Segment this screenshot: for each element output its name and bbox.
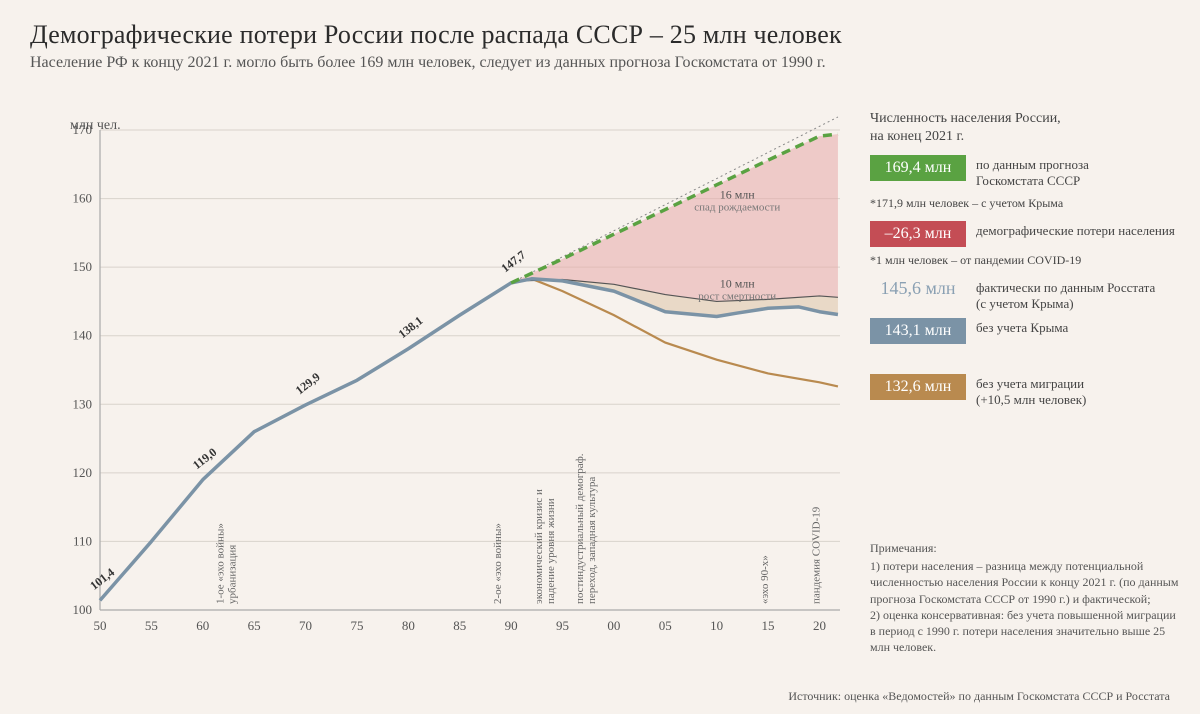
- note-1: 1) потери населения – разница между поте…: [870, 558, 1180, 607]
- legend-note: *171,9 млн человек – с учетом Крыма: [870, 196, 1180, 211]
- svg-text:экономический кризис и: экономический кризис и: [533, 489, 545, 604]
- svg-text:140: 140: [73, 328, 93, 343]
- legend-desc: по данным прогнозаГоскомстата СССР: [976, 155, 1089, 190]
- legend-row: 169,4 млн по данным прогнозаГоскомстата С…: [870, 155, 1180, 190]
- legend-row: 145,6 млн фактически по данным Росстата(с…: [870, 278, 1180, 313]
- legend-badge: 143,1 млн: [870, 318, 966, 344]
- svg-text:переход, западная культура: переход, западная культура: [586, 477, 598, 604]
- svg-text:138,1: 138,1: [396, 313, 426, 341]
- legend-value: 145,6 млн: [870, 278, 966, 299]
- svg-text:55: 55: [145, 618, 158, 633]
- svg-text:147,7: 147,7: [498, 248, 528, 276]
- notes-block: Примечания: 1) потери населения – разниц…: [870, 540, 1180, 655]
- legend-row: –26,3 млн демографические потери населени…: [870, 221, 1180, 247]
- svg-text:75: 75: [350, 618, 363, 633]
- svg-text:110: 110: [73, 533, 92, 548]
- legend-row: 143,1 млн без учета Крыма: [870, 318, 1180, 344]
- svg-text:120: 120: [73, 465, 93, 480]
- svg-text:16 млн: 16 млн: [720, 188, 756, 202]
- page-title: Демографические потери России после расп…: [30, 20, 1170, 50]
- page-subtitle: Население РФ к концу 2021 г. могло быть …: [30, 54, 1170, 72]
- svg-text:65: 65: [248, 618, 261, 633]
- chart-svg: 100 110 120 130 140 150 160 170 50 55 60 65 70 75 80 85…: [40, 110, 840, 670]
- svg-text:спад рождаемости: спад рождаемости: [694, 202, 780, 214]
- svg-text:85: 85: [453, 618, 466, 633]
- svg-text:50: 50: [94, 618, 107, 633]
- svg-text:80: 80: [402, 618, 415, 633]
- legend-panel: Численность населения России,на конец 20…: [870, 110, 1180, 415]
- legend-badge: –26,3 млн: [870, 221, 966, 247]
- svg-text:1-ое «эхо войны»: 1-ое «эхо войны»: [214, 523, 226, 604]
- svg-text:2-ое «эхо войны»: 2-ое «эхо войны»: [492, 523, 504, 604]
- svg-text:«эхо 90-х»: «эхо 90-х»: [759, 555, 771, 604]
- svg-text:101,4: 101,4: [87, 565, 117, 593]
- chart-area: 100 110 120 130 140 150 160 170 50 55 60 65 70 75 80 85…: [40, 110, 840, 670]
- svg-text:90: 90: [505, 618, 518, 633]
- legend-badge: 132,6 млн: [870, 374, 966, 400]
- notes-heading: Примечания:: [870, 540, 1180, 556]
- legend-row: 132,6 млн без учета миграции(+10,5 млн че…: [870, 374, 1180, 409]
- legend-badge: 169,4 млн: [870, 155, 966, 181]
- legend-desc: фактически по данным Росстата(с учетом К…: [976, 278, 1155, 313]
- note-2: 2) оценка консервативная: без учета повы…: [870, 607, 1180, 656]
- legend-note: *1 млн человек – от пандемии COVID-19: [870, 253, 1180, 268]
- svg-text:падение уровня жизни: падение уровня жизни: [545, 498, 557, 604]
- svg-text:150: 150: [73, 259, 93, 274]
- svg-text:05: 05: [659, 618, 672, 633]
- svg-text:урбанизация: урбанизация: [226, 545, 238, 604]
- svg-text:160: 160: [73, 191, 93, 206]
- source-text: Источник: оценка «Ведомостей» по данным …: [788, 689, 1170, 704]
- svg-text:10 млн: 10 млн: [720, 277, 756, 291]
- svg-text:постиндустриальный демограф.: постиндустриальный демограф.: [574, 453, 586, 604]
- svg-text:20: 20: [813, 618, 826, 633]
- svg-text:95: 95: [556, 618, 569, 633]
- legend-title: Численность населения России,на конец 20…: [870, 110, 1180, 145]
- svg-text:15: 15: [762, 618, 775, 633]
- svg-text:пандемия COVID-19: пандемия COVID-19: [810, 506, 822, 604]
- svg-text:60: 60: [196, 618, 209, 633]
- legend-desc: демографические потери населения: [976, 221, 1175, 239]
- svg-text:170: 170: [73, 122, 93, 137]
- svg-text:129,9: 129,9: [293, 370, 323, 398]
- svg-text:рост смертности: рост смертности: [698, 291, 776, 303]
- svg-text:70: 70: [299, 618, 312, 633]
- svg-text:10: 10: [710, 618, 723, 633]
- legend-desc: без учета Крыма: [976, 318, 1068, 336]
- svg-text:130: 130: [73, 396, 93, 411]
- svg-text:00: 00: [607, 618, 620, 633]
- legend-desc: без учета миграции(+10,5 млн человек): [976, 374, 1086, 409]
- svg-text:100: 100: [73, 602, 93, 617]
